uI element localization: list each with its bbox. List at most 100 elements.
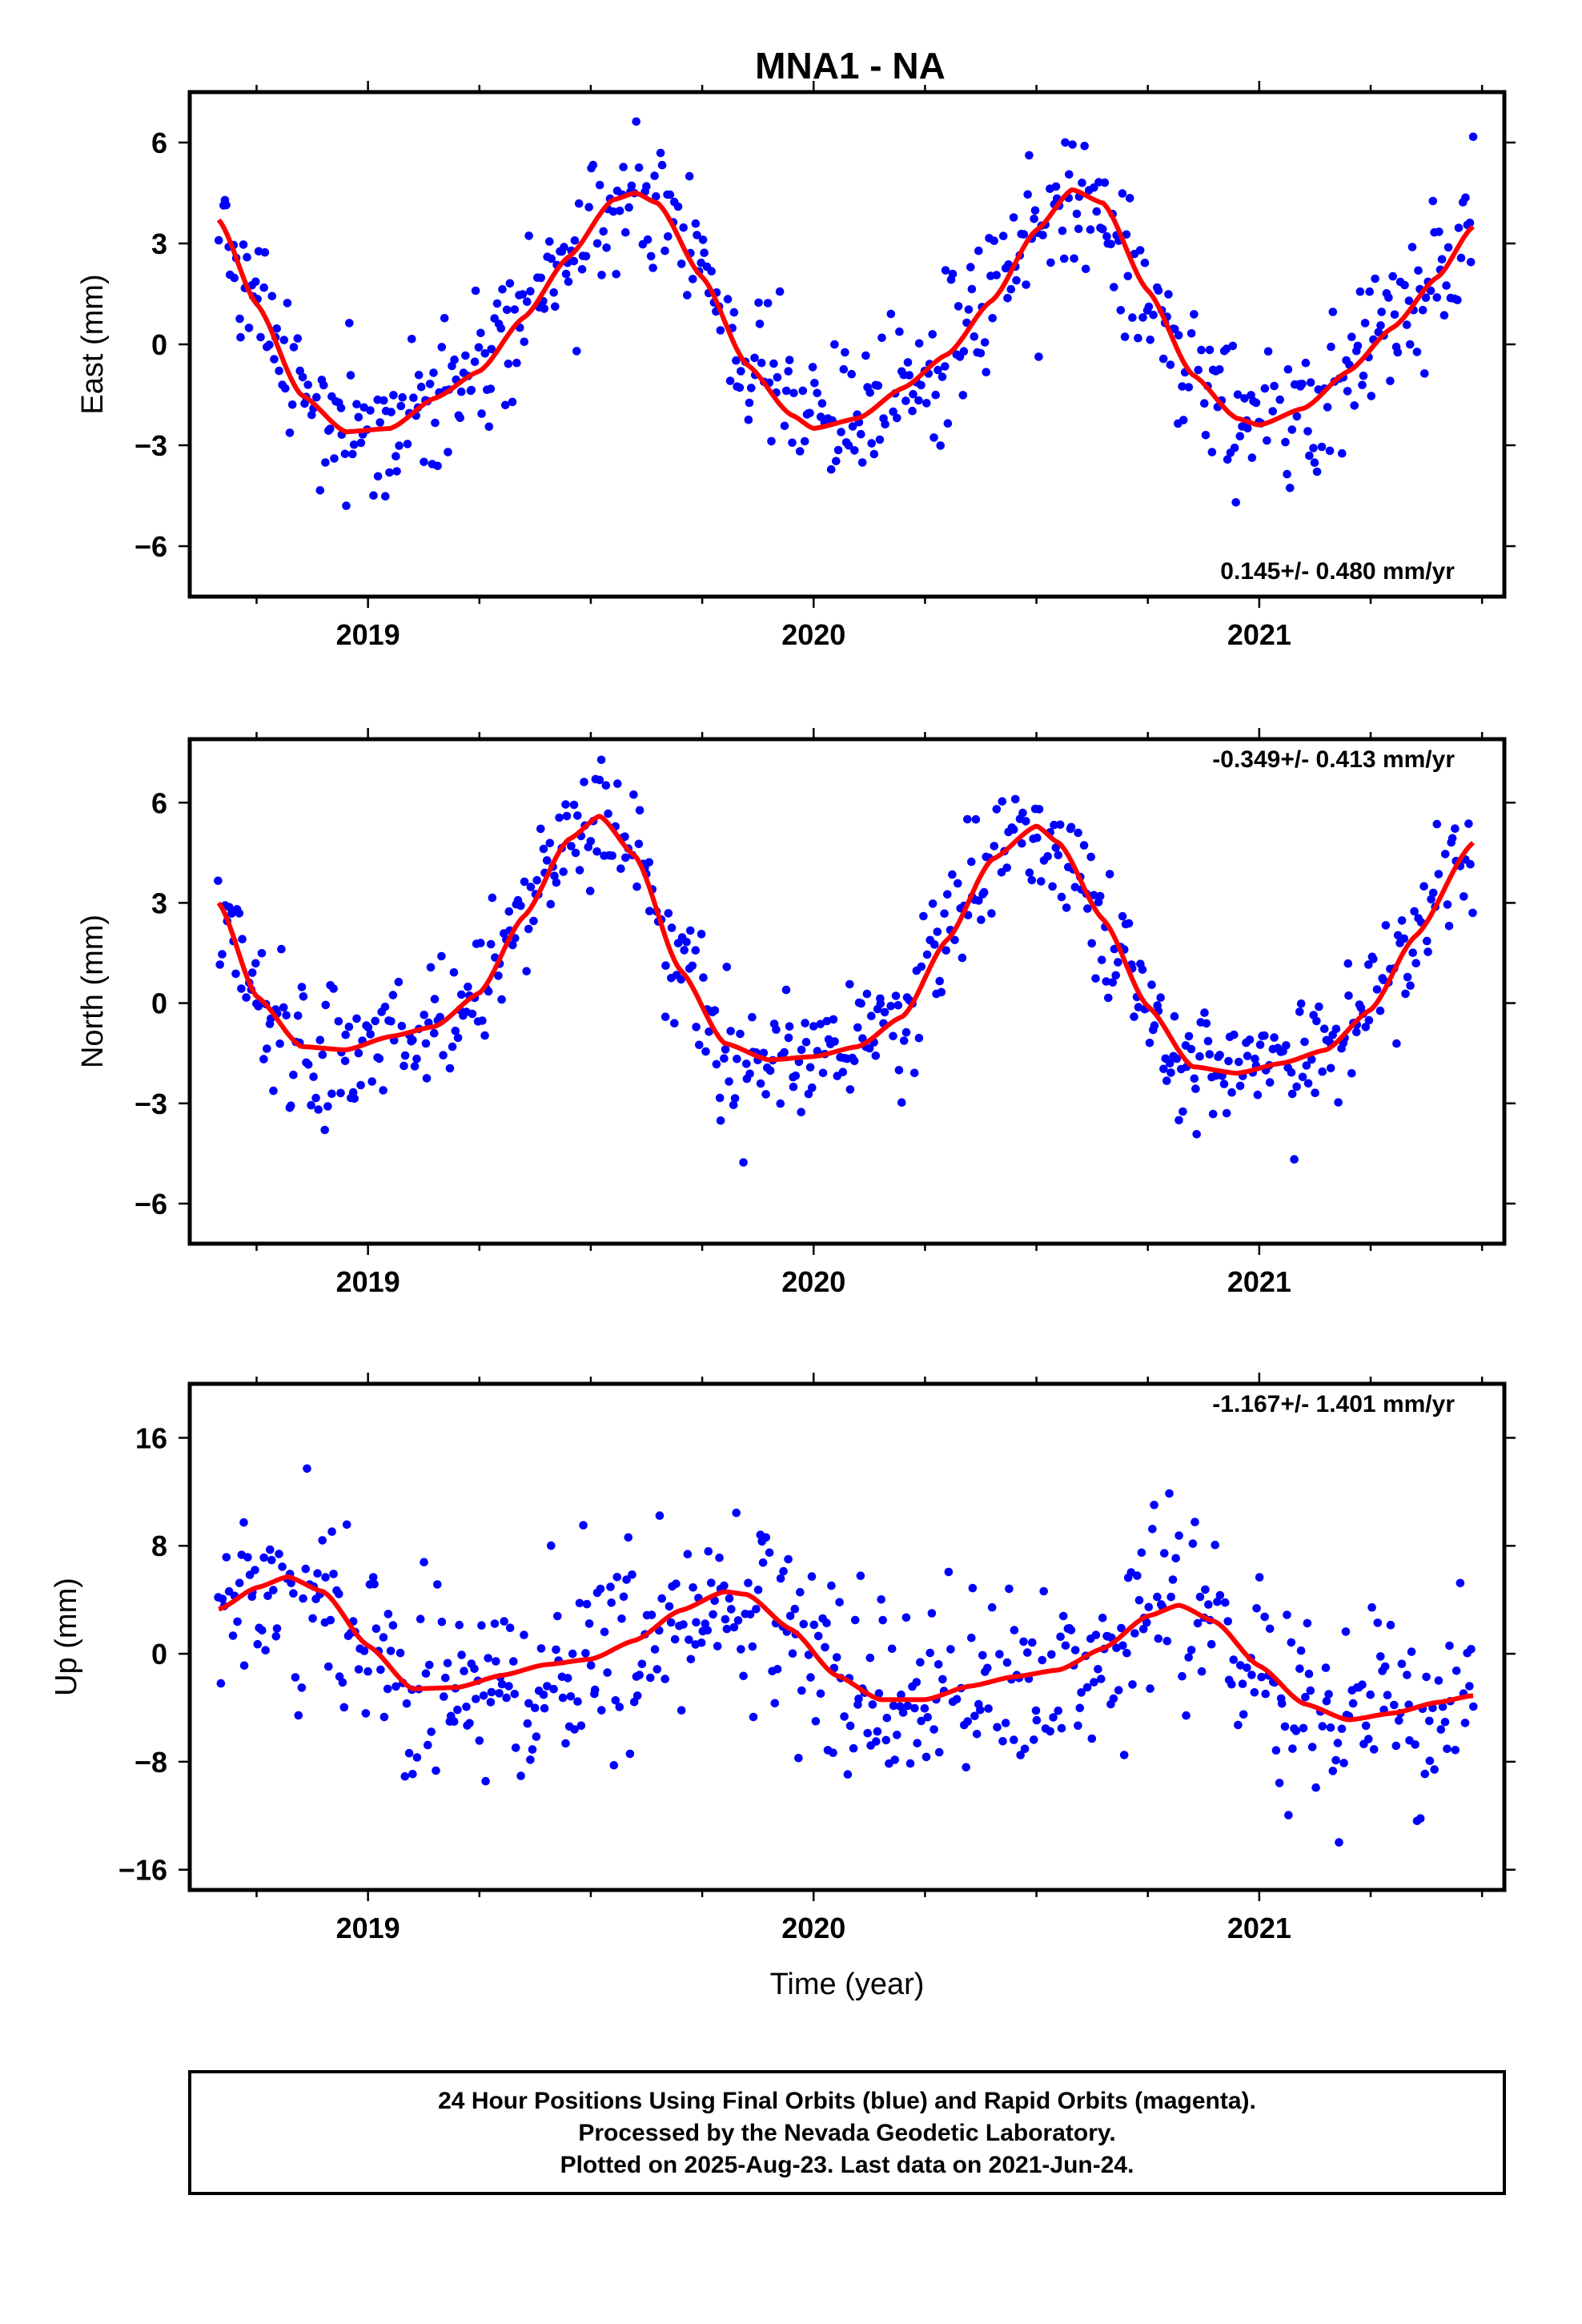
data-point — [394, 977, 404, 987]
data-point — [1270, 1033, 1279, 1042]
data-point — [772, 1025, 781, 1034]
data-point — [865, 388, 874, 397]
data-point — [1128, 313, 1137, 322]
data-point — [470, 357, 480, 367]
data-point — [765, 1548, 774, 1558]
data-point — [1009, 213, 1018, 222]
data-point — [931, 390, 940, 400]
data-point — [984, 1704, 993, 1713]
data-point — [721, 1045, 730, 1054]
data-point — [707, 267, 716, 276]
data-point — [946, 1645, 955, 1654]
data-point — [1097, 955, 1106, 964]
data-point — [794, 1754, 803, 1763]
data-point — [581, 251, 591, 261]
data-point — [551, 302, 560, 312]
data-point — [1162, 1636, 1172, 1646]
data-point — [1444, 922, 1454, 931]
data-point — [1425, 1756, 1435, 1766]
data-point — [754, 298, 763, 308]
data-point — [500, 1617, 508, 1626]
data-point — [1062, 903, 1071, 912]
data-point — [646, 251, 656, 261]
data-point — [1230, 1030, 1239, 1039]
data-point — [270, 355, 279, 364]
data-point — [584, 1619, 594, 1628]
data-point — [1010, 1735, 1018, 1744]
data-point — [936, 441, 945, 450]
data-point — [656, 148, 665, 158]
data-point — [602, 243, 611, 252]
data-point — [1427, 895, 1435, 904]
data-point — [1327, 342, 1335, 352]
data-point — [1341, 1627, 1351, 1636]
data-point — [389, 391, 398, 400]
plot-title: MNA1 - NA — [755, 45, 946, 86]
data-point — [1055, 820, 1065, 830]
data-point — [342, 1520, 351, 1530]
data-point — [336, 404, 346, 412]
data-point — [1412, 348, 1422, 356]
data-point — [1235, 1081, 1245, 1091]
data-point — [1401, 989, 1410, 999]
data-point — [699, 973, 708, 982]
data-point — [1443, 900, 1452, 909]
data-point — [1057, 892, 1066, 902]
data-point — [1033, 833, 1042, 842]
data-point — [1371, 274, 1379, 283]
data-point — [586, 837, 596, 846]
data-point — [289, 1589, 298, 1598]
data-point — [992, 805, 1002, 814]
data-point — [679, 1620, 688, 1629]
data-point — [1061, 138, 1070, 147]
data-point — [275, 1039, 284, 1048]
data-point — [776, 1574, 785, 1583]
data-point — [1255, 1573, 1264, 1582]
data-point — [1231, 498, 1240, 507]
plot-frame — [187, 90, 1507, 599]
data-point — [1235, 432, 1245, 440]
data-point — [720, 1581, 729, 1590]
data-point — [688, 961, 697, 971]
data-point — [1236, 1661, 1245, 1670]
data-point — [1468, 908, 1477, 918]
data-point — [430, 1028, 439, 1038]
data-point — [354, 1048, 363, 1058]
data-point — [944, 1567, 954, 1577]
data-point — [289, 1070, 298, 1080]
data-point — [1134, 1595, 1144, 1605]
data-point — [363, 1023, 373, 1032]
data-point — [1138, 313, 1147, 322]
data-point — [1460, 892, 1468, 901]
data-point — [1178, 382, 1186, 391]
data-point — [254, 1002, 263, 1011]
data-point — [1270, 381, 1279, 391]
data-point — [909, 389, 917, 399]
data-point — [432, 1766, 440, 1775]
fit-curve — [216, 814, 1476, 1076]
data-point — [857, 458, 867, 467]
data-point — [299, 1594, 307, 1603]
data-point — [1125, 194, 1134, 203]
data-point — [877, 1595, 885, 1604]
data-point — [218, 1594, 227, 1603]
data-point — [1402, 320, 1411, 329]
data-point — [827, 1581, 836, 1590]
data-point — [354, 412, 363, 422]
data-point — [995, 1650, 1004, 1659]
data-point — [938, 372, 947, 381]
data-point — [1331, 1755, 1340, 1765]
data-point — [664, 232, 673, 241]
data-point — [492, 299, 502, 308]
data-point — [1260, 1612, 1269, 1622]
data-point — [1223, 1617, 1232, 1626]
data-point — [1287, 425, 1297, 434]
data-point — [1393, 348, 1403, 357]
data-point — [426, 963, 436, 972]
data-point — [962, 1763, 970, 1772]
data-point — [1123, 271, 1133, 281]
data-point — [1090, 1678, 1098, 1687]
data-point — [325, 424, 335, 433]
data-point — [318, 1050, 327, 1059]
